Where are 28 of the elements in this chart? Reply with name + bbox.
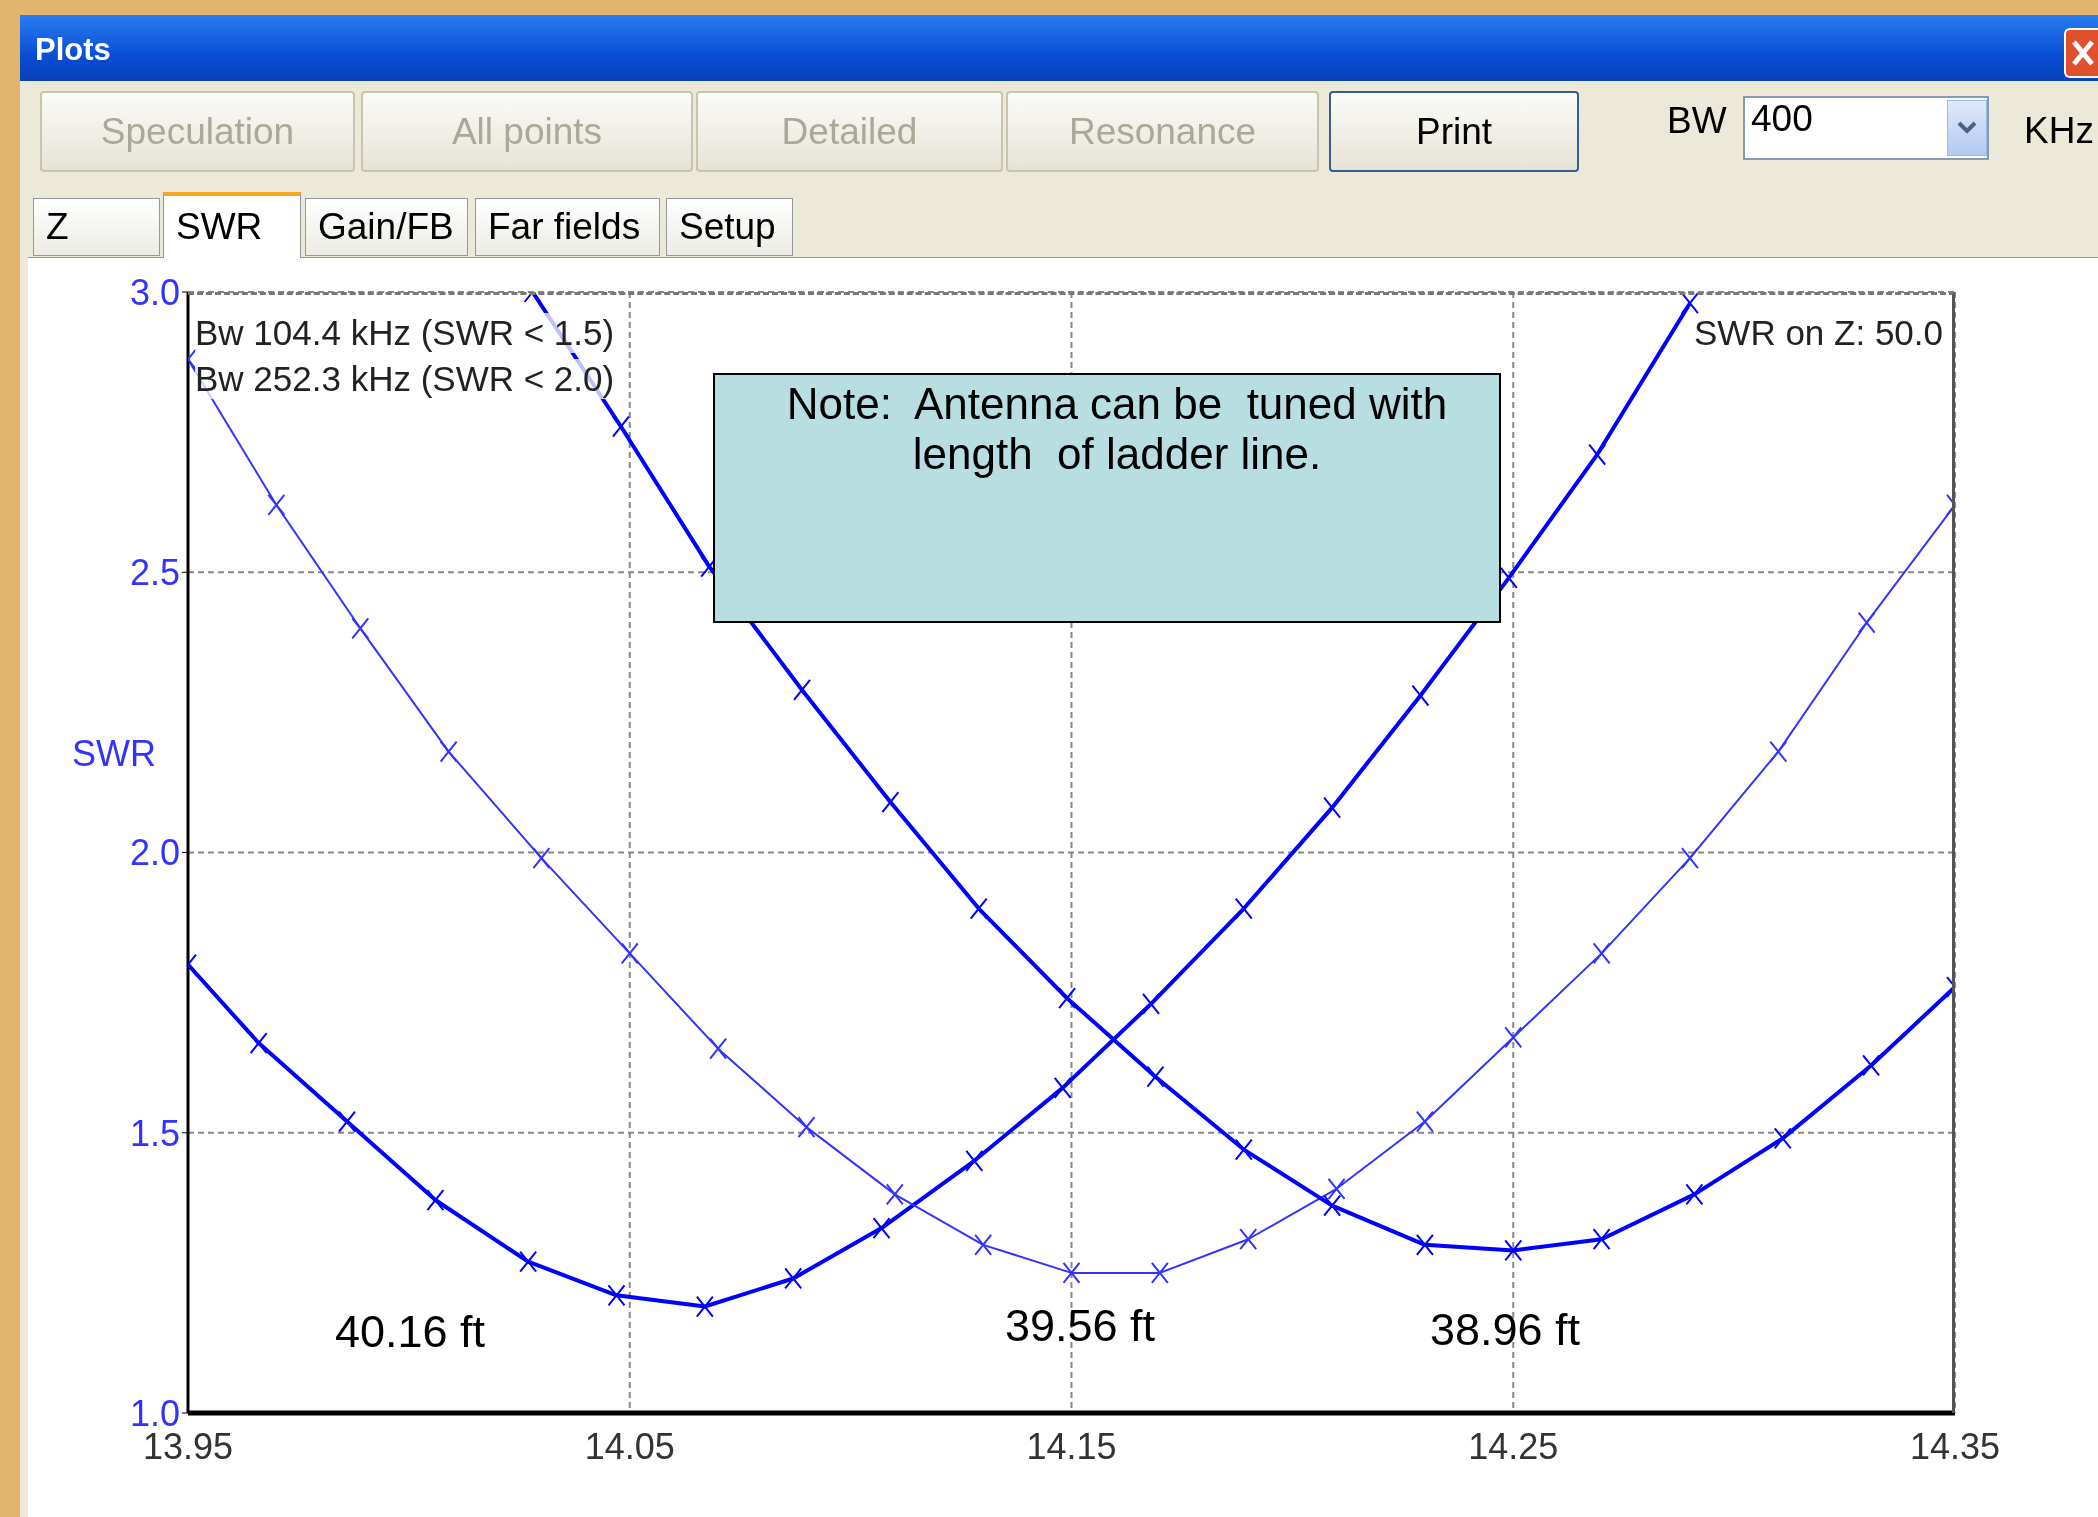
- annotation: SWR on Z: 50.0: [1694, 313, 1943, 353]
- annotation: 39.56 ft: [1005, 1300, 1156, 1352]
- x-tick-label: 14.05: [584, 1425, 675, 1467]
- x-tick-label: 14.25: [1468, 1425, 1559, 1467]
- annotation: Bw 104.4 kHz (SWR < 1.5): [195, 313, 615, 353]
- text: Resonance: [1006, 91, 1319, 172]
- annotation: Bw 252.3 kHz (SWR < 2.0): [195, 359, 615, 399]
- text: Speculation: [40, 91, 355, 172]
- x-tick-label: 14.15: [1026, 1425, 1117, 1467]
- x-tick-label: 14.35: [1909, 1425, 2001, 1467]
- text: Detailed: [696, 91, 1003, 172]
- text: Setup: [666, 198, 793, 256]
- text: Far fields: [475, 198, 660, 256]
- text: 400: [1743, 96, 1989, 160]
- text: Z: [33, 198, 160, 256]
- chart-title: Plots: [35, 32, 111, 68]
- text: All points: [361, 91, 693, 172]
- text: BW: [1667, 100, 1727, 142]
- text: Print: [1329, 91, 1579, 172]
- annotation: 38.96 ft: [1430, 1304, 1581, 1356]
- y-tick-label: 1.5: [129, 1112, 180, 1154]
- text: KHz: [2024, 110, 2094, 152]
- text: Gain/FB: [305, 198, 468, 256]
- annotation: 40.16 ft: [335, 1306, 486, 1358]
- y-axis-title: SWR: [72, 733, 156, 775]
- y-tick-label: 2.5: [129, 552, 180, 594]
- y-tick-label: 2.0: [129, 832, 180, 874]
- y-tick-label: 3.0: [129, 271, 180, 313]
